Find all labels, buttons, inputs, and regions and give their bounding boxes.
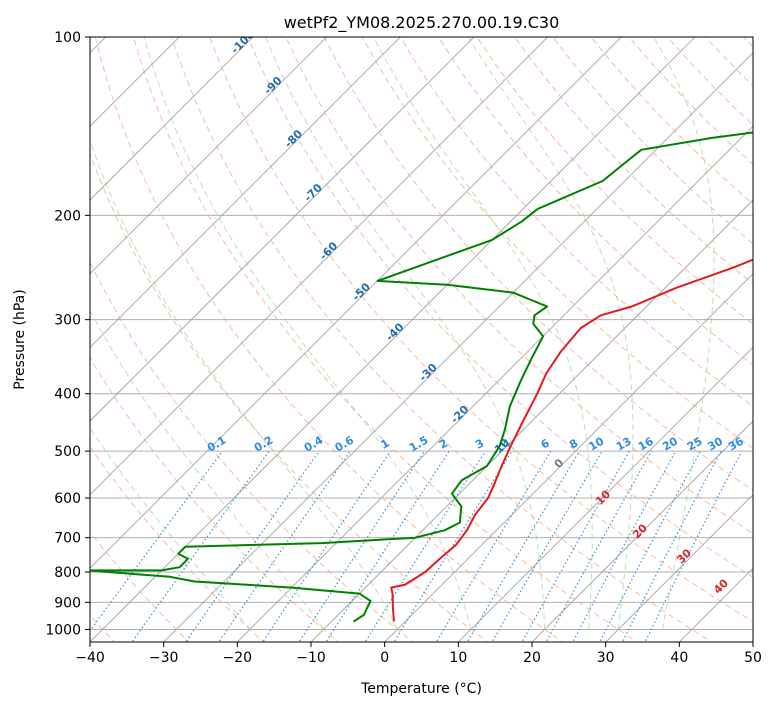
dry-adiabat	[515, 37, 775, 644]
y-tick-label: 900	[54, 595, 81, 611]
plot-frame	[90, 37, 753, 642]
x-tick-label: 10	[449, 650, 467, 666]
y-tick-label: 800	[54, 565, 81, 581]
dry-adiabat	[362, 37, 775, 644]
mixing-ratio-label: 3	[473, 437, 486, 452]
isotherm-line	[0, 37, 400, 642]
isotherm-line	[0, 37, 327, 642]
isotherm-line	[532, 37, 775, 642]
isotherm-label: -100	[229, 28, 258, 57]
y-tick-label: 100	[54, 30, 81, 46]
isotherm-line	[679, 37, 775, 642]
isotherm-line	[0, 37, 548, 642]
isotherm-label: -20	[448, 403, 471, 426]
y-tick-label: 200	[54, 208, 81, 224]
dry-adiabat	[438, 37, 775, 644]
y-tick-label: 700	[54, 531, 81, 547]
moist-adiabat	[266, 37, 545, 629]
x-axis-title: Temperature (°C)	[360, 681, 482, 697]
x-tick-label: 20	[523, 650, 541, 666]
dry-adiabat	[477, 37, 775, 644]
dry-adiabat	[248, 37, 775, 644]
mixing-ratio-line	[466, 451, 579, 644]
isotherm-line	[16, 37, 621, 642]
mixing-ratio-line	[80, 451, 222, 644]
isotherm-line	[753, 37, 775, 642]
mixing-ratio-line	[325, 451, 450, 644]
moist-adiabat	[144, 37, 471, 629]
isotherm-label: -30	[417, 361, 440, 384]
x-tick-label: 30	[597, 650, 615, 666]
y-axis-title: Pressure (hPa)	[12, 289, 28, 389]
dry-adiabat-label: 0	[552, 456, 567, 471]
x-tick-label: 40	[670, 650, 688, 666]
dry-adiabat	[0, 37, 191, 644]
dewpoint-profile-line	[88, 37, 775, 622]
y-tick-label: 500	[54, 444, 81, 460]
dry-adiabat	[744, 37, 775, 644]
dry-adiabat	[133, 37, 640, 644]
dry-adiabat	[57, 37, 491, 644]
dry-adiabat	[553, 37, 775, 644]
dry-adiabat	[172, 37, 716, 644]
x-tick-label: −30	[149, 650, 179, 666]
temperature-profile-line	[391, 37, 775, 622]
moist-adiabat	[0, 37, 250, 629]
dry-adiabat-label: 40	[711, 576, 731, 596]
y-tick-label: 1000	[45, 622, 81, 638]
isotherm-line	[164, 37, 769, 642]
y-tick-label: 400	[54, 387, 81, 403]
x-tick-label: −20	[223, 650, 253, 666]
mixing-ratio-line	[644, 451, 742, 644]
mixing-ratio-label: 8	[567, 437, 580, 452]
chart-title: wetPf2_YM08.2025.270.00.19.C30	[284, 13, 560, 33]
mixing-ratio-label: 6	[539, 436, 552, 451]
x-tick-label: 50	[744, 650, 762, 666]
isotherm-label: -40	[383, 320, 406, 343]
isotherm-line	[311, 37, 775, 642]
dry-adiabat-label: 20	[630, 521, 650, 541]
y-tick-label: 600	[54, 491, 81, 507]
moist-adiabat	[468, 37, 633, 629]
isotherm-label: -80	[282, 127, 305, 150]
moist-adiabat	[654, 37, 714, 629]
isotherm-label: -50	[350, 280, 373, 303]
mixing-ratio-label: 1	[378, 437, 391, 452]
x-tick-label: 0	[380, 650, 389, 666]
y-tick-label: 300	[54, 313, 81, 329]
mixing-ratio-line	[572, 451, 676, 644]
isotherm-label: -70	[302, 181, 325, 204]
isotherm-line	[0, 37, 253, 642]
x-tick-label: −10	[296, 650, 326, 666]
isotherm-line	[0, 37, 474, 642]
x-tick-label: −40	[75, 650, 105, 666]
isotherm-label: -90	[261, 74, 284, 97]
dry-adiabat	[0, 37, 266, 644]
